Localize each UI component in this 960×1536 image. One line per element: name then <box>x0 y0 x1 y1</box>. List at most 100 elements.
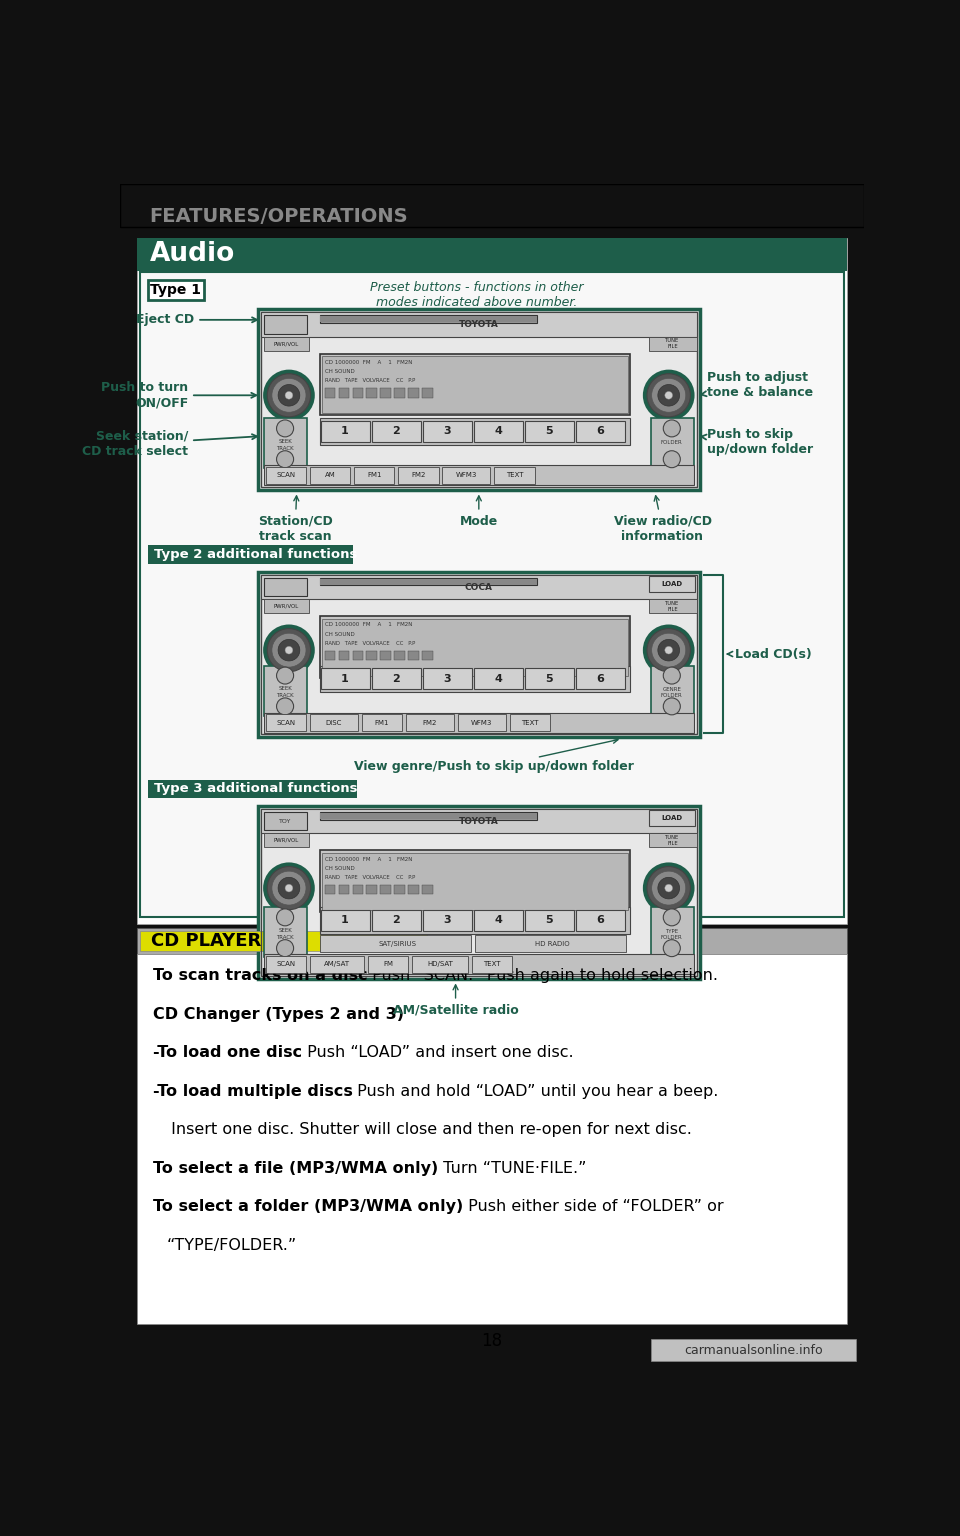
Text: PWR/VOL: PWR/VOL <box>274 341 300 346</box>
Text: “TYPE/FOLDER.”: “TYPE/FOLDER.” <box>166 1238 297 1253</box>
Bar <box>324 651 335 660</box>
Bar <box>258 309 700 490</box>
Bar <box>264 813 307 831</box>
Circle shape <box>652 378 685 412</box>
Bar <box>423 421 472 442</box>
Bar <box>264 834 309 848</box>
Text: Type 1: Type 1 <box>151 283 202 296</box>
Text: CH SOUND: CH SOUND <box>324 369 354 375</box>
Bar <box>120 184 864 227</box>
Text: 3: 3 <box>444 427 451 436</box>
Text: PWR/VOL: PWR/VOL <box>274 837 300 843</box>
Bar <box>525 909 574 931</box>
Bar <box>510 714 550 731</box>
Text: Type 2 additional functions: Type 2 additional functions <box>155 548 357 561</box>
Circle shape <box>647 628 690 671</box>
Bar <box>458 714 506 731</box>
Circle shape <box>267 866 311 909</box>
Bar <box>443 467 491 484</box>
Text: Push to skip
up/down folder: Push to skip up/down folder <box>701 429 813 456</box>
Bar <box>474 668 523 690</box>
Text: To scan tracks on a disc: To scan tracks on a disc <box>153 968 367 983</box>
Text: To select a folder (MP3/WMA only): To select a folder (MP3/WMA only) <box>153 1200 463 1213</box>
Bar <box>310 955 364 972</box>
Bar <box>372 668 420 690</box>
Bar <box>651 665 693 716</box>
Text: CD PLAYER: CD PLAYER <box>151 932 261 951</box>
Text: 4: 4 <box>494 427 502 436</box>
Text: FOLDER: FOLDER <box>660 935 683 940</box>
Bar <box>264 954 693 974</box>
Text: RAND   TAPE   VOLVRACE    CC   P.P: RAND TAPE VOLVRACE CC P.P <box>324 641 415 647</box>
Bar <box>339 885 349 894</box>
Text: 4: 4 <box>494 674 502 684</box>
Text: FOLDER: FOLDER <box>660 439 683 445</box>
Text: FM1: FM1 <box>367 473 381 478</box>
Bar <box>320 353 630 415</box>
Bar <box>137 954 847 1324</box>
Bar <box>576 421 625 442</box>
Text: 1: 1 <box>341 915 348 925</box>
Text: WFM3: WFM3 <box>471 719 492 725</box>
Bar <box>137 238 847 923</box>
Circle shape <box>276 419 294 436</box>
Bar <box>264 315 307 333</box>
Circle shape <box>663 419 681 436</box>
Bar <box>264 713 693 733</box>
Bar <box>367 885 377 894</box>
Bar <box>261 809 697 834</box>
Text: RAND   TAPE   VOLVRACE    CC   P.P: RAND TAPE VOLVRACE CC P.P <box>324 378 415 384</box>
Text: Push to adjust
tone & balance: Push to adjust tone & balance <box>701 372 813 399</box>
Text: AM/SAT: AM/SAT <box>324 962 350 968</box>
Bar <box>576 909 625 931</box>
Bar <box>422 389 433 398</box>
Bar <box>368 955 408 972</box>
Text: Eject CD: Eject CD <box>136 313 257 326</box>
Circle shape <box>658 384 680 406</box>
Circle shape <box>278 877 300 899</box>
Text: SCAN: SCAN <box>276 962 296 968</box>
Text: 6: 6 <box>596 427 605 436</box>
Circle shape <box>663 940 681 957</box>
Bar <box>310 714 358 731</box>
Circle shape <box>276 450 294 467</box>
Text: Type 3 additional functions: Type 3 additional functions <box>155 782 357 796</box>
Text: AM: AM <box>324 473 335 478</box>
Bar <box>321 668 370 690</box>
Bar <box>320 813 537 819</box>
Text: TOYOTA: TOYOTA <box>459 817 499 826</box>
Text: 3: 3 <box>444 915 451 925</box>
Circle shape <box>267 373 311 416</box>
Text: LOAD: LOAD <box>661 816 683 822</box>
Text: LOAD: LOAD <box>661 581 683 587</box>
Text: DISC: DISC <box>325 719 342 725</box>
Text: -To load multiple discs: -To load multiple discs <box>153 1084 352 1098</box>
Circle shape <box>272 378 306 412</box>
Text: 3: 3 <box>444 674 451 684</box>
Bar <box>422 885 433 894</box>
Text: FM: FM <box>383 962 394 968</box>
Text: Load CD(s): Load CD(s) <box>728 648 811 660</box>
Bar <box>266 467 306 484</box>
Bar <box>372 909 420 931</box>
Text: SCAN: SCAN <box>276 473 296 478</box>
Bar <box>406 714 454 731</box>
Circle shape <box>264 625 314 674</box>
Bar <box>261 809 697 975</box>
Bar <box>367 389 377 398</box>
Bar <box>320 418 630 444</box>
Circle shape <box>665 392 673 399</box>
Text: 5: 5 <box>545 674 553 684</box>
Text: 6: 6 <box>596 915 605 925</box>
Bar <box>324 885 335 894</box>
Text: 1: 1 <box>341 427 348 436</box>
Bar <box>261 312 697 336</box>
Text: TOY: TOY <box>279 819 291 823</box>
Bar <box>261 574 697 599</box>
Bar <box>264 665 307 716</box>
Text: CH SOUND: CH SOUND <box>324 866 354 871</box>
Bar <box>148 780 357 799</box>
Circle shape <box>276 697 294 714</box>
Circle shape <box>647 373 690 416</box>
Bar <box>352 651 363 660</box>
